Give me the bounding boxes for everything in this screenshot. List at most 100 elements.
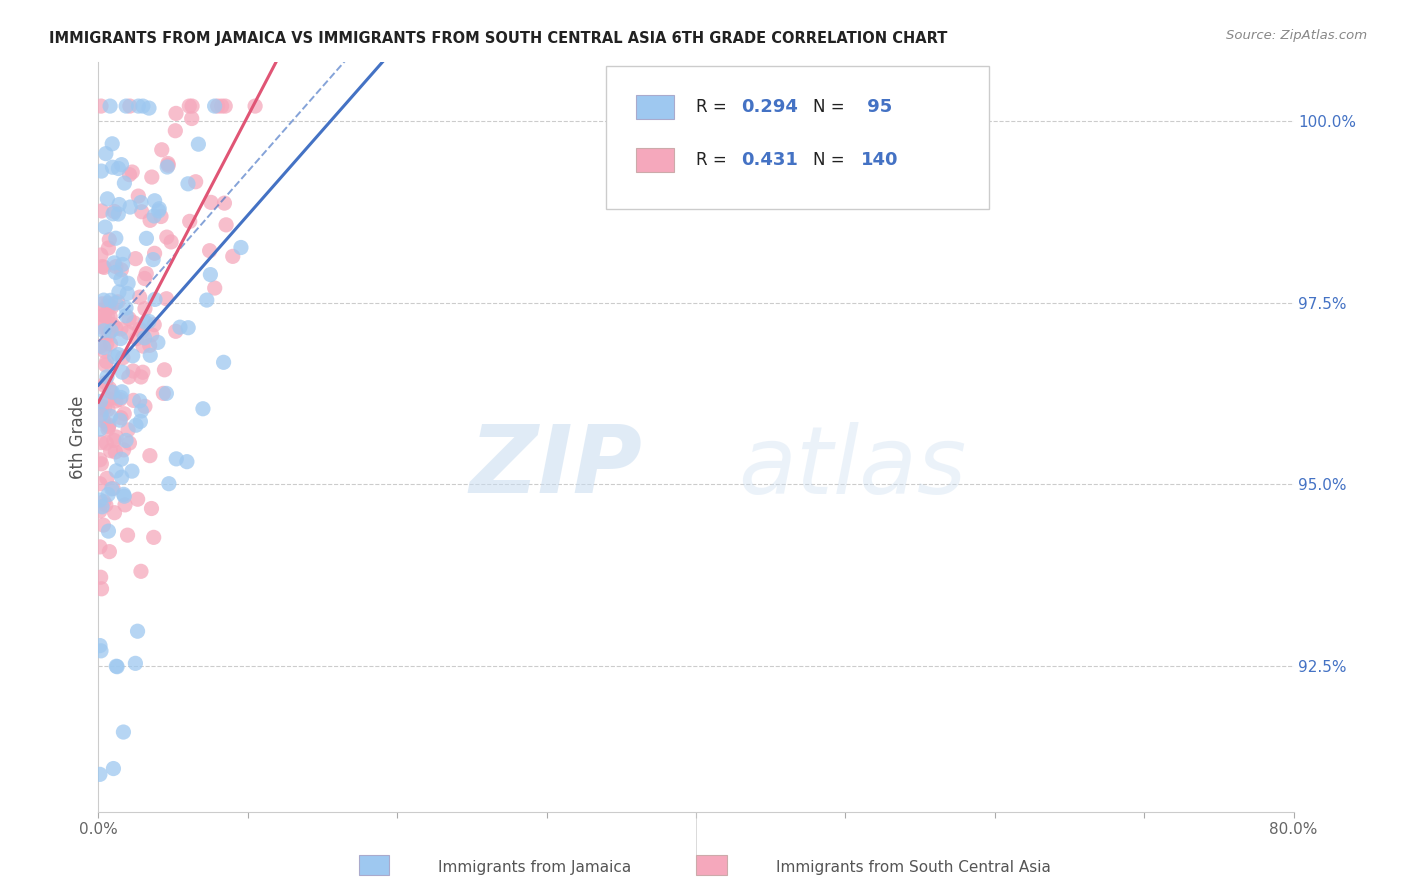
Point [156, 156, 179, 170]
Point [89, 504, 111, 518]
Point [157, 476, 180, 491]
Point [155, 292, 177, 306]
Point [134, 271, 156, 285]
Point [97, 524, 120, 538]
Point [89, 493, 111, 508]
Point [89, 639, 111, 653]
Point [90, 644, 112, 658]
Point [104, 350, 127, 364]
Point [105, 464, 128, 478]
Point [98, 99, 121, 113]
Point [90, 164, 112, 178]
Point [90, 457, 112, 471]
Point [112, 487, 135, 501]
Point [97, 328, 120, 343]
Point [143, 293, 166, 307]
Point [110, 272, 132, 286]
Point [100, 293, 122, 308]
Point [97, 422, 120, 436]
Point [94, 376, 117, 390]
Point [117, 528, 139, 542]
Text: N =: N = [813, 151, 851, 169]
Point [128, 393, 150, 408]
Point [96, 336, 118, 351]
Point [111, 470, 134, 484]
Point [101, 207, 124, 221]
Point [89, 394, 111, 409]
Point [118, 311, 141, 326]
Point [124, 657, 146, 671]
Point [97, 300, 120, 314]
Point [143, 209, 166, 223]
Point [125, 418, 148, 433]
Text: R =: R = [696, 151, 733, 169]
Point [165, 124, 187, 138]
Point [108, 197, 131, 211]
Point [148, 203, 170, 218]
Point [131, 325, 153, 339]
Point [135, 231, 157, 245]
Point [148, 202, 170, 216]
Point [115, 309, 138, 323]
Point [97, 402, 120, 417]
Point [91, 318, 114, 332]
Point [90, 402, 112, 417]
Point [215, 218, 238, 232]
Text: IMMIGRANTS FROM JAMAICA VS IMMIGRANTS FROM SOUTH CENTRAL ASIA 6TH GRADE CORRELAT: IMMIGRANTS FROM JAMAICA VS IMMIGRANTS FR… [49, 31, 948, 46]
Point [90, 203, 112, 218]
Point [94, 498, 117, 512]
Point [115, 99, 138, 113]
Point [184, 175, 207, 189]
Point [125, 331, 148, 345]
FancyBboxPatch shape [637, 95, 675, 120]
Point [97, 299, 120, 313]
Point [103, 762, 125, 776]
Point [139, 348, 162, 362]
FancyBboxPatch shape [606, 66, 988, 209]
Point [111, 351, 134, 365]
Point [131, 404, 153, 418]
Point [135, 267, 157, 281]
Point [157, 158, 180, 172]
Point [128, 290, 150, 304]
Point [103, 256, 125, 270]
Point [100, 409, 122, 424]
Point [110, 322, 132, 336]
Point [91, 500, 114, 514]
Point [98, 310, 121, 324]
Point [122, 364, 145, 378]
Point [104, 231, 127, 245]
Point [131, 204, 153, 219]
Point [156, 160, 179, 174]
Point [110, 410, 132, 425]
Point [155, 386, 177, 401]
Point [117, 423, 139, 437]
Point [207, 99, 229, 113]
Point [107, 207, 129, 221]
Point [93, 518, 115, 533]
Point [200, 268, 222, 282]
Point [93, 494, 115, 508]
Point [138, 314, 160, 328]
Point [134, 331, 156, 345]
Point [132, 99, 155, 113]
Point [94, 146, 117, 161]
Point [93, 308, 115, 322]
Point [97, 418, 120, 433]
Point [110, 332, 132, 346]
Point [198, 244, 221, 258]
Point [96, 192, 118, 206]
Point [105, 659, 128, 673]
Point [89, 319, 111, 334]
Point [143, 318, 166, 332]
Point [112, 247, 135, 261]
Point [96, 436, 118, 450]
Text: Source: ZipAtlas.com: Source: ZipAtlas.com [1226, 29, 1367, 42]
Point [98, 326, 121, 340]
Point [97, 487, 120, 501]
Point [111, 365, 134, 379]
Point [120, 200, 142, 214]
Point [195, 293, 218, 307]
Point [93, 344, 115, 359]
Point [141, 501, 163, 516]
